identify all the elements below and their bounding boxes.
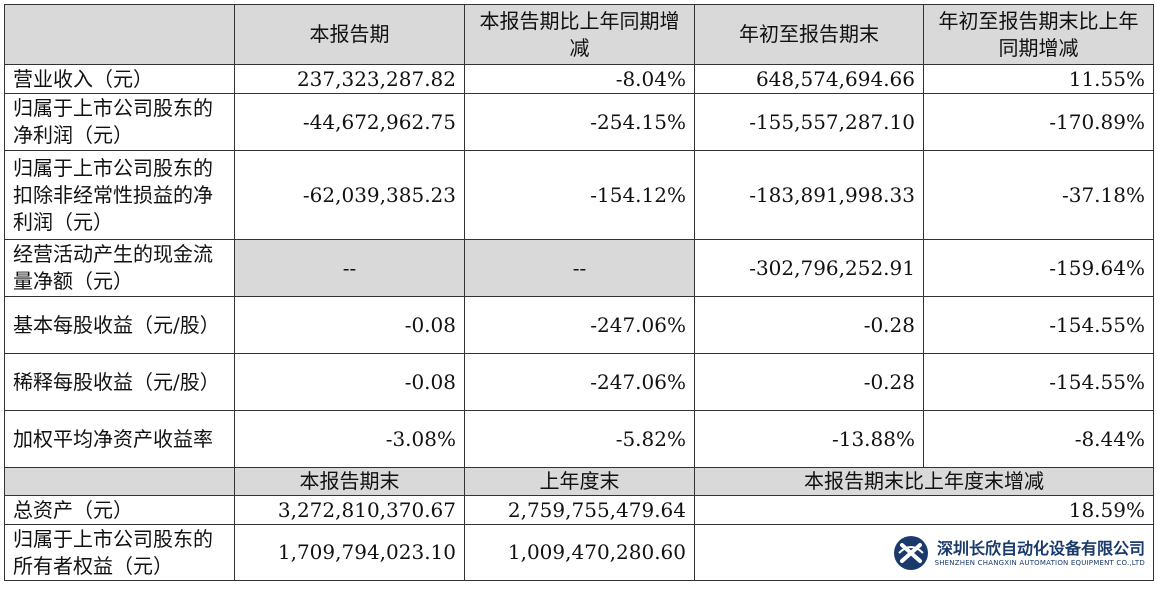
header-period-end: 本报告期末 — [234, 467, 465, 496]
row-label: 加权平均净资产收益率 — [4, 410, 235, 468]
table-row: 加权平均净资产收益率 -3.08% -5.82% -13.88% -8.44% — [4, 410, 1154, 468]
row-label: 稀释每股收益（元/股） — [4, 353, 235, 411]
table-row: 归属于上市公司股东的所有者权益（元） 1,709,794,023.10 1,00… — [4, 524, 1154, 581]
cell-value: 11.55% — [923, 64, 1154, 94]
table-row: 归属于上市公司股东的净利润（元） -44,672,962.75 -254.15%… — [4, 93, 1154, 151]
cell-value: 237,323,287.82 — [234, 64, 465, 94]
cell-value-obscured: 深圳长欣自动化设备有限公司 SHENZHEN CHANGXIN AUTOMATI… — [694, 524, 1154, 581]
header-current-period: 本报告期 — [234, 4, 465, 65]
cell-value: -0.08 — [234, 353, 465, 411]
cell-value: -0.28 — [694, 296, 924, 354]
row-label: 总资产（元） — [4, 495, 235, 525]
row-label: 基本每股收益（元/股） — [4, 296, 235, 354]
header-period-end-change: 本报告期末比上年度末增减 — [694, 467, 1154, 496]
cell-value-na: -- — [234, 239, 465, 297]
cell-value-na: -- — [464, 239, 695, 297]
header-ytd: 年初至报告期末 — [694, 4, 924, 65]
cell-value: -13.88% — [694, 410, 924, 468]
cell-value: -62,039,385.23 — [234, 150, 465, 240]
cell-value: -44,672,962.75 — [234, 93, 465, 151]
table-row: 归属于上市公司股东的扣除非经常性损益的净利润（元） -62,039,385.23… — [4, 150, 1154, 240]
company-watermark: 深圳长欣自动化设备有限公司 SHENZHEN CHANGXIN AUTOMATI… — [888, 533, 1149, 573]
cell-value: -155,557,287.10 — [694, 93, 924, 151]
table-row: 总资产（元） 3,272,810,370.67 2,759,755,479.64… — [4, 495, 1154, 525]
row-label: 归属于上市公司股东的所有者权益（元） — [4, 524, 235, 581]
cell-value: -154.12% — [464, 150, 695, 240]
watermark-company-name-en: SHENZHEN CHANGXIN AUTOMATION EQUIPMENT C… — [934, 558, 1145, 567]
cell-value: -302,796,252.91 — [694, 239, 924, 297]
cell-value: -5.82% — [464, 410, 695, 468]
header-prior-year-end: 上年度末 — [464, 467, 695, 496]
watermark-company-name-cn: 深圳长欣自动化设备有限公司 — [936, 538, 1145, 558]
cell-value: -154.55% — [923, 296, 1154, 354]
cell-value: -0.08 — [234, 296, 465, 354]
table-subheader-row: 本报告期末 上年度末 本报告期末比上年度末增减 — [4, 467, 1154, 496]
table-row: 营业收入（元） 237,323,287.82 -8.04% 648,574,69… — [4, 64, 1154, 94]
cell-value: -8.44% — [923, 410, 1154, 468]
cell-value: -247.06% — [464, 353, 695, 411]
table-row: 经营活动产生的现金流量净额（元） -- -- -302,796,252.91 -… — [4, 239, 1154, 297]
cell-value: 3,272,810,370.67 — [234, 495, 465, 525]
cell-value: -154.55% — [923, 353, 1154, 411]
cell-value: 18.59% — [694, 495, 1154, 525]
header-ytd-yoy: 年初至报告期末比上年同期增减 — [923, 4, 1154, 65]
subheader-blank-cell — [4, 467, 235, 496]
row-label: 经营活动产生的现金流量净额（元） — [4, 239, 235, 297]
cell-value: -183,891,998.33 — [694, 150, 924, 240]
row-label: 营业收入（元） — [4, 64, 235, 94]
cell-value: 1,709,794,023.10 — [234, 524, 465, 581]
cell-value: -0.28 — [694, 353, 924, 411]
cx-logo-icon — [893, 536, 928, 570]
cell-value: -3.08% — [234, 410, 465, 468]
cell-value: -254.15% — [464, 93, 695, 151]
cell-value: -159.64% — [923, 239, 1154, 297]
header-current-period-yoy: 本报告期比上年同期增减 — [464, 4, 695, 65]
table-header-row: 本报告期 本报告期比上年同期增减 年初至报告期末 年初至报告期末比上年同期增减 — [4, 4, 1154, 65]
financial-summary-table: 本报告期 本报告期比上年同期增减 年初至报告期末 年初至报告期末比上年同期增减 … — [4, 4, 1154, 581]
table-row: 基本每股收益（元/股） -0.08 -247.06% -0.28 -154.55… — [4, 296, 1154, 354]
cell-value: 2,759,755,479.64 — [464, 495, 695, 525]
row-label: 归属于上市公司股东的扣除非经常性损益的净利润（元） — [4, 150, 235, 240]
cell-value: -247.06% — [464, 296, 695, 354]
cell-value: -8.04% — [464, 64, 695, 94]
header-blank-cell — [4, 4, 235, 65]
cell-value: 1,009,470,280.60 — [464, 524, 695, 581]
cell-value: -37.18% — [923, 150, 1154, 240]
cell-value: -170.89% — [923, 93, 1154, 151]
row-label: 归属于上市公司股东的净利润（元） — [4, 93, 235, 151]
table-row: 稀释每股收益（元/股） -0.08 -247.06% -0.28 -154.55… — [4, 353, 1154, 411]
cell-value: 648,574,694.66 — [694, 64, 924, 94]
